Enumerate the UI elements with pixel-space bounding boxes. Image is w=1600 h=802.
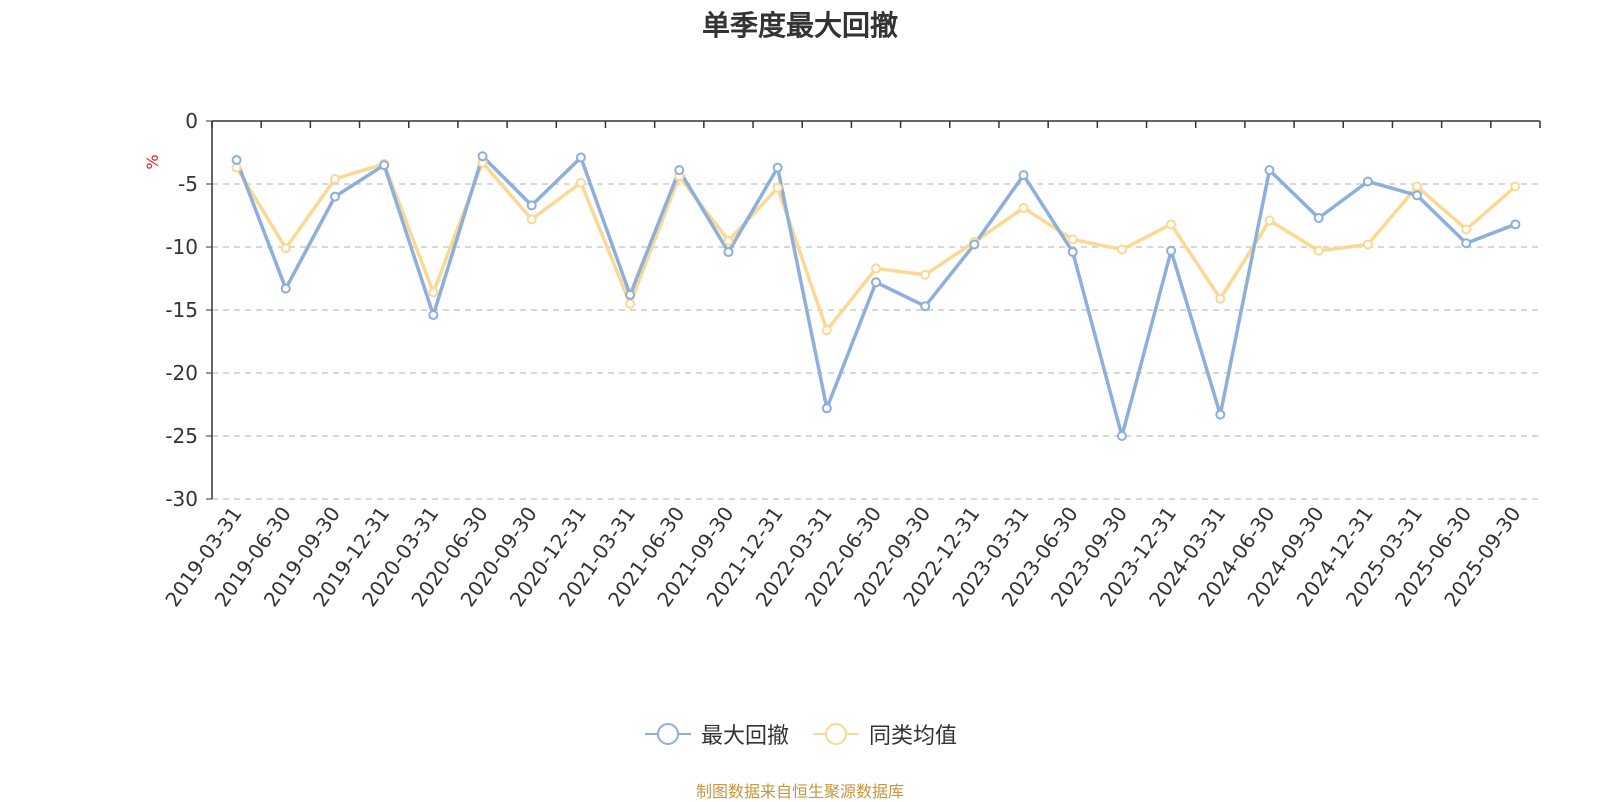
data-point-series-0 xyxy=(723,247,734,258)
legend-marker-max-drawdown xyxy=(644,723,691,745)
data-point-series-0 xyxy=(1067,247,1078,258)
data-point-series-1 xyxy=(625,298,636,309)
data-point-series-0 xyxy=(477,151,488,162)
legend-label-category-average: 同类均值 xyxy=(869,724,958,749)
data-point-series-1 xyxy=(772,182,783,193)
data-point-series-1 xyxy=(1018,202,1029,213)
data-point-series-1 xyxy=(723,235,734,246)
y-axis-label: % xyxy=(143,154,162,169)
legend-item-max-drawdown[interactable]: 最大回撤 xyxy=(643,718,789,750)
data-point-series-0 xyxy=(920,301,931,312)
data-point-series-1 xyxy=(428,287,439,298)
data-point-series-0 xyxy=(526,200,537,211)
data-point-series-1 xyxy=(920,269,931,280)
y-tick-label: -10 xyxy=(165,235,198,259)
data-point-series-0 xyxy=(969,239,980,250)
data-point-series-1 xyxy=(871,263,881,274)
data-point-series-0 xyxy=(625,289,636,300)
y-tick-label: -5 xyxy=(178,172,198,196)
data-point-series-0 xyxy=(674,165,685,176)
legend-item-category-average[interactable]: 同类均值 xyxy=(811,718,957,750)
y-tick-label: 0 xyxy=(185,109,198,133)
data-point-series-1 xyxy=(1362,239,1373,250)
data-point-series-0 xyxy=(575,152,586,163)
data-point-series-0 xyxy=(1362,176,1373,187)
data-point-series-0 xyxy=(1510,219,1521,230)
data-point-series-0 xyxy=(379,160,390,171)
data-point-series-1 xyxy=(280,243,291,254)
data-point-series-1 xyxy=(1510,181,1521,192)
data-point-series-1 xyxy=(1166,219,1177,230)
data-point-series-1 xyxy=(1215,293,1226,304)
data-point-series-0 xyxy=(231,155,242,166)
data-point-series-1 xyxy=(1067,234,1078,245)
data-point-series-0 xyxy=(821,403,832,414)
data-point-series-0 xyxy=(1166,245,1177,256)
data-point-series-0 xyxy=(1215,409,1226,420)
data-point-series-1 xyxy=(575,177,586,188)
source-note: 制图数据来自恒生聚源数据库 xyxy=(695,782,904,801)
legend-marker-category-average xyxy=(813,723,859,745)
data-point-series-0 xyxy=(1412,190,1423,201)
data-point-series-0 xyxy=(1264,165,1275,176)
legend-label-max-drawdown: 最大回撤 xyxy=(700,724,789,749)
legend: 最大回撤 同类均值 xyxy=(0,718,1600,750)
data-point-series-1 xyxy=(1313,245,1324,256)
data-point-series-0 xyxy=(280,283,291,294)
data-point-series-0 xyxy=(428,310,439,321)
y-tick-label: -25 xyxy=(165,424,198,448)
data-point-series-1 xyxy=(1116,244,1127,255)
series-line-0 xyxy=(234,154,1517,438)
data-point-series-0 xyxy=(871,277,881,288)
data-point-series-0 xyxy=(329,191,340,202)
data-point-series-1 xyxy=(1412,181,1423,192)
data-point-series-1 xyxy=(1264,215,1275,226)
data-point-series-0 xyxy=(1116,431,1127,441)
data-point-series-1 xyxy=(526,214,537,225)
data-point-series-1 xyxy=(329,173,340,184)
y-tick-label: -20 xyxy=(165,361,198,385)
y-tick-label: -15 xyxy=(165,298,198,322)
data-point-series-0 xyxy=(1313,213,1324,224)
y-tick-label: -30 xyxy=(165,487,198,511)
data-point-series-1 xyxy=(1461,224,1472,235)
data-point-series-0 xyxy=(1018,170,1029,181)
data-point-series-0 xyxy=(772,162,783,173)
chart-title: 单季度最大回撤 xyxy=(701,9,898,42)
data-point-series-0 xyxy=(1461,238,1472,249)
data-point-series-1 xyxy=(821,325,832,336)
